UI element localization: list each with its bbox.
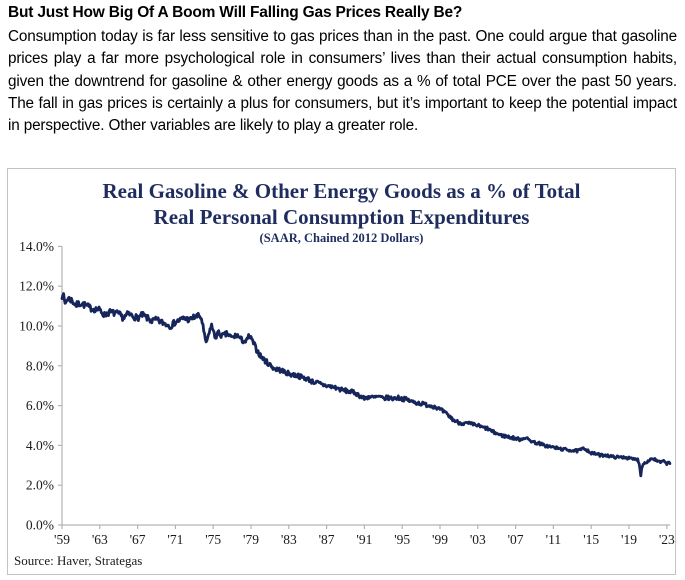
- x-tick-label: '87: [319, 532, 335, 547]
- x-tick-label: '63: [92, 532, 108, 547]
- document-header: But Just How Big Of A Boom Will Falling …: [8, 4, 677, 138]
- x-tick-label: '95: [394, 532, 410, 547]
- chart-subtitle: (SAAR, Chained 2012 Dollars): [259, 231, 424, 245]
- x-tick-label: '07: [508, 532, 524, 547]
- x-tick-label: '23: [659, 532, 675, 547]
- data-line: [60, 292, 672, 478]
- y-tick-label: 0.0%: [26, 518, 54, 533]
- chart-title-line2: Real Personal Consumption Expenditures: [153, 205, 530, 229]
- y-tick-label: 10.0%: [19, 319, 54, 334]
- y-tick-label: 2.0%: [26, 478, 54, 493]
- x-tick-label: '19: [621, 532, 637, 547]
- line-chart-plot: 0.0% 2.0% 4.0% 6.0% 8.0% 10.0% 12.0% 14.0% '59 '6…: [19, 239, 675, 547]
- x-tick-label: '71: [167, 532, 183, 547]
- x-tick-label: '67: [130, 532, 146, 547]
- x-tick-label: '99: [432, 532, 448, 547]
- x-tick-label: '83: [281, 532, 297, 547]
- chart-title-line1: Real Gasoline & Other Energy Goods as a …: [102, 179, 581, 203]
- y-tick-label: 12.0%: [19, 279, 54, 294]
- y-tick-label: 6.0%: [26, 398, 54, 413]
- y-tick-label: 14.0%: [19, 239, 54, 254]
- x-tick-label: '15: [583, 532, 599, 547]
- x-tick-label: '59: [54, 532, 70, 547]
- y-tick-label: 4.0%: [26, 438, 54, 453]
- x-tick-label: '79: [243, 532, 259, 547]
- x-tick-label: '75: [205, 532, 221, 547]
- chart-title: Real Gasoline & Other Energy Goods as a …: [8, 178, 675, 230]
- x-tick-label: '03: [470, 532, 486, 547]
- x-tick-label: '11: [546, 532, 561, 547]
- body-paragraph: Consumption today is far less sensitive …: [8, 28, 677, 135]
- x-tick-label: '91: [356, 532, 372, 547]
- headline: But Just How Big Of A Boom Will Falling …: [8, 4, 463, 21]
- chart-panel: Real Gasoline & Other Energy Goods as a …: [7, 168, 676, 575]
- source-label: Source: Haver, Strategas: [14, 553, 143, 568]
- y-tick-label: 8.0%: [26, 358, 54, 373]
